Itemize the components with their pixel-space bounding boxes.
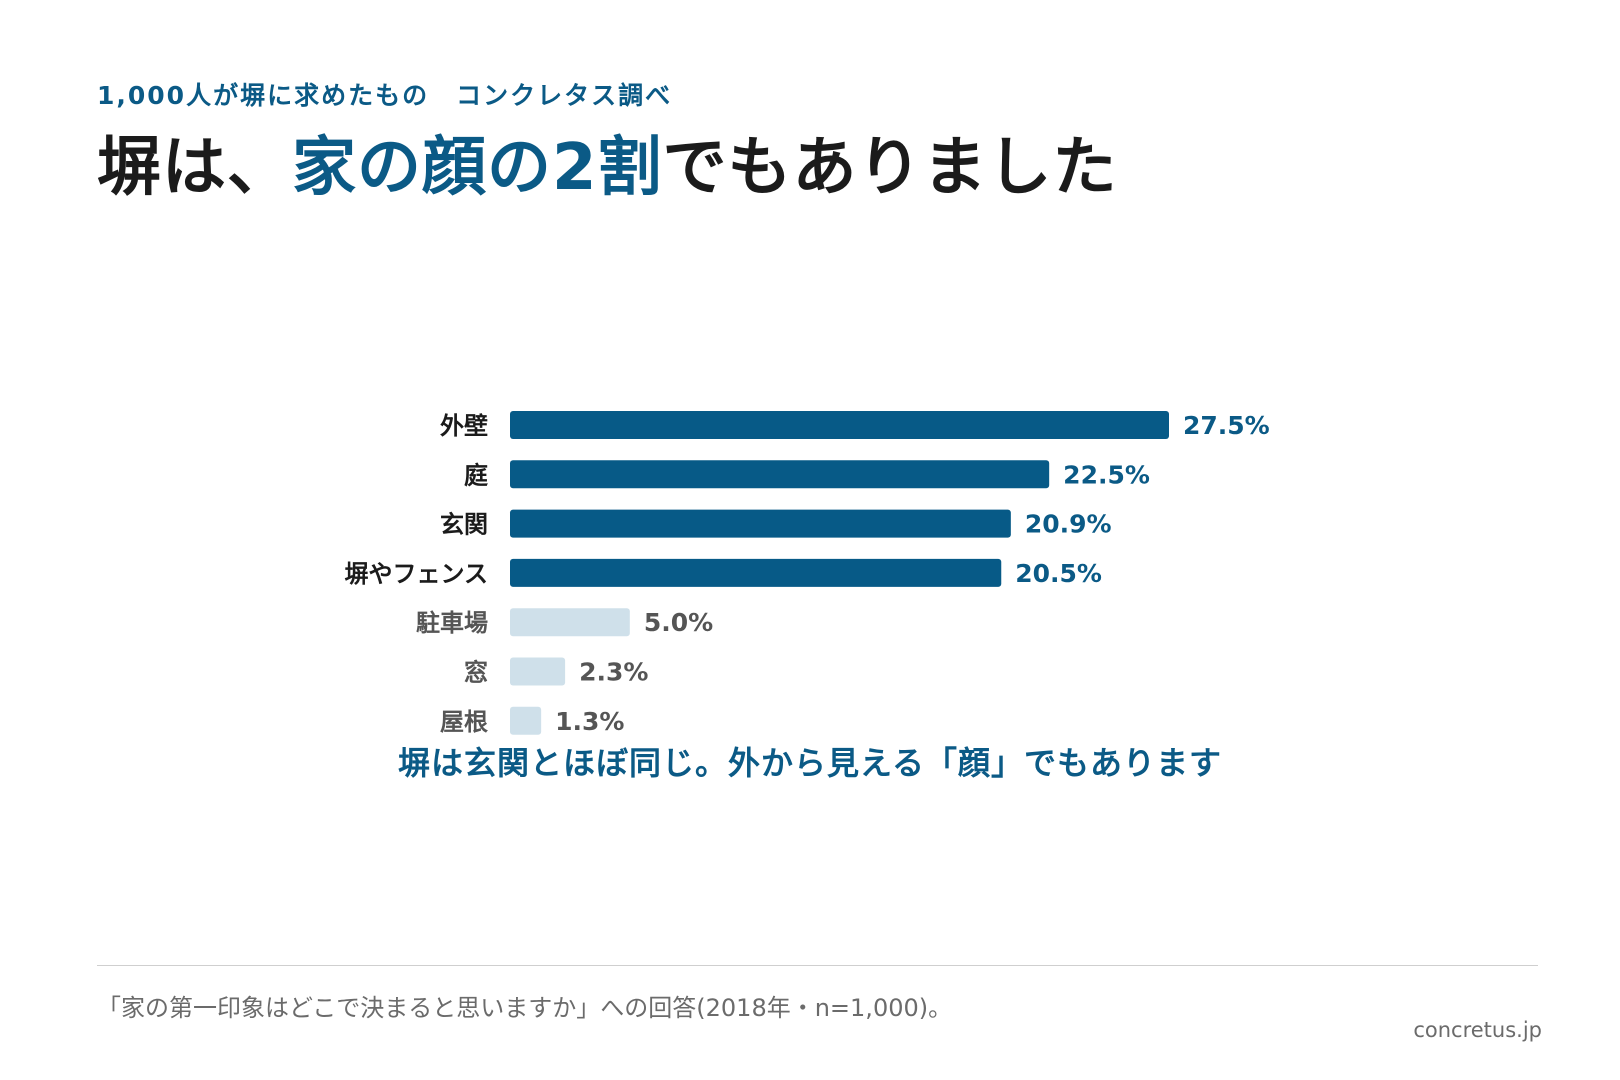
survey-footnote: 「家の第一印象はどこで決まると思いますか」への回答(2018年・n=1,000)… [97,994,953,1022]
value-label: 20.9% [1025,510,1112,539]
category-label: 窓 [464,659,488,687]
value-label: 5.0% [644,608,713,637]
category-label: 駐車場 [416,609,488,637]
bar [510,657,566,686]
category-label: 玄関 [440,511,488,539]
headline-post: でもありました [662,131,1118,205]
chart-kicker: 1,000人が塀に求めたもの コンクレタス調べ [97,81,673,110]
category-label: 外壁 [440,412,488,440]
chart-caption: 塀は玄関とほぼ同じ。外から見える「顔」でもあります [397,744,1223,782]
bar-chart: 外壁 27.5% 庭 22.5% 玄関 20.9% 塀やフェンス 20.5% 駐車場 5.0% 窓 2… [344,411,1270,736]
category-label: 庭 [464,461,488,489]
bar [510,509,1011,538]
chart-headline: 塀は、家の顔の2割でもありました [97,128,1118,208]
bar [510,411,1169,439]
value-label: 2.3% [579,658,648,687]
bar [510,460,1050,489]
value-label: 22.5% [1063,460,1150,489]
footer-divider [97,965,1538,966]
value-label: 1.3% [555,707,624,736]
headline-accent: 家の顔の2割 [292,131,663,205]
bar [510,706,542,735]
headline-pre: 塀は、 [97,131,292,205]
category-label: 屋根 [440,708,488,736]
source-credit: concretus.jp [1413,1018,1542,1042]
category-label: 塀やフェンス [344,560,488,588]
value-label: 27.5% [1183,411,1270,440]
value-label: 20.5% [1015,559,1102,588]
bar [510,558,1002,587]
bar [510,608,630,637]
